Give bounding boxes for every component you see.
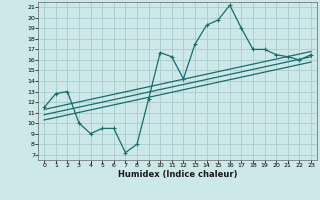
X-axis label: Humidex (Indice chaleur): Humidex (Indice chaleur) bbox=[118, 170, 237, 179]
